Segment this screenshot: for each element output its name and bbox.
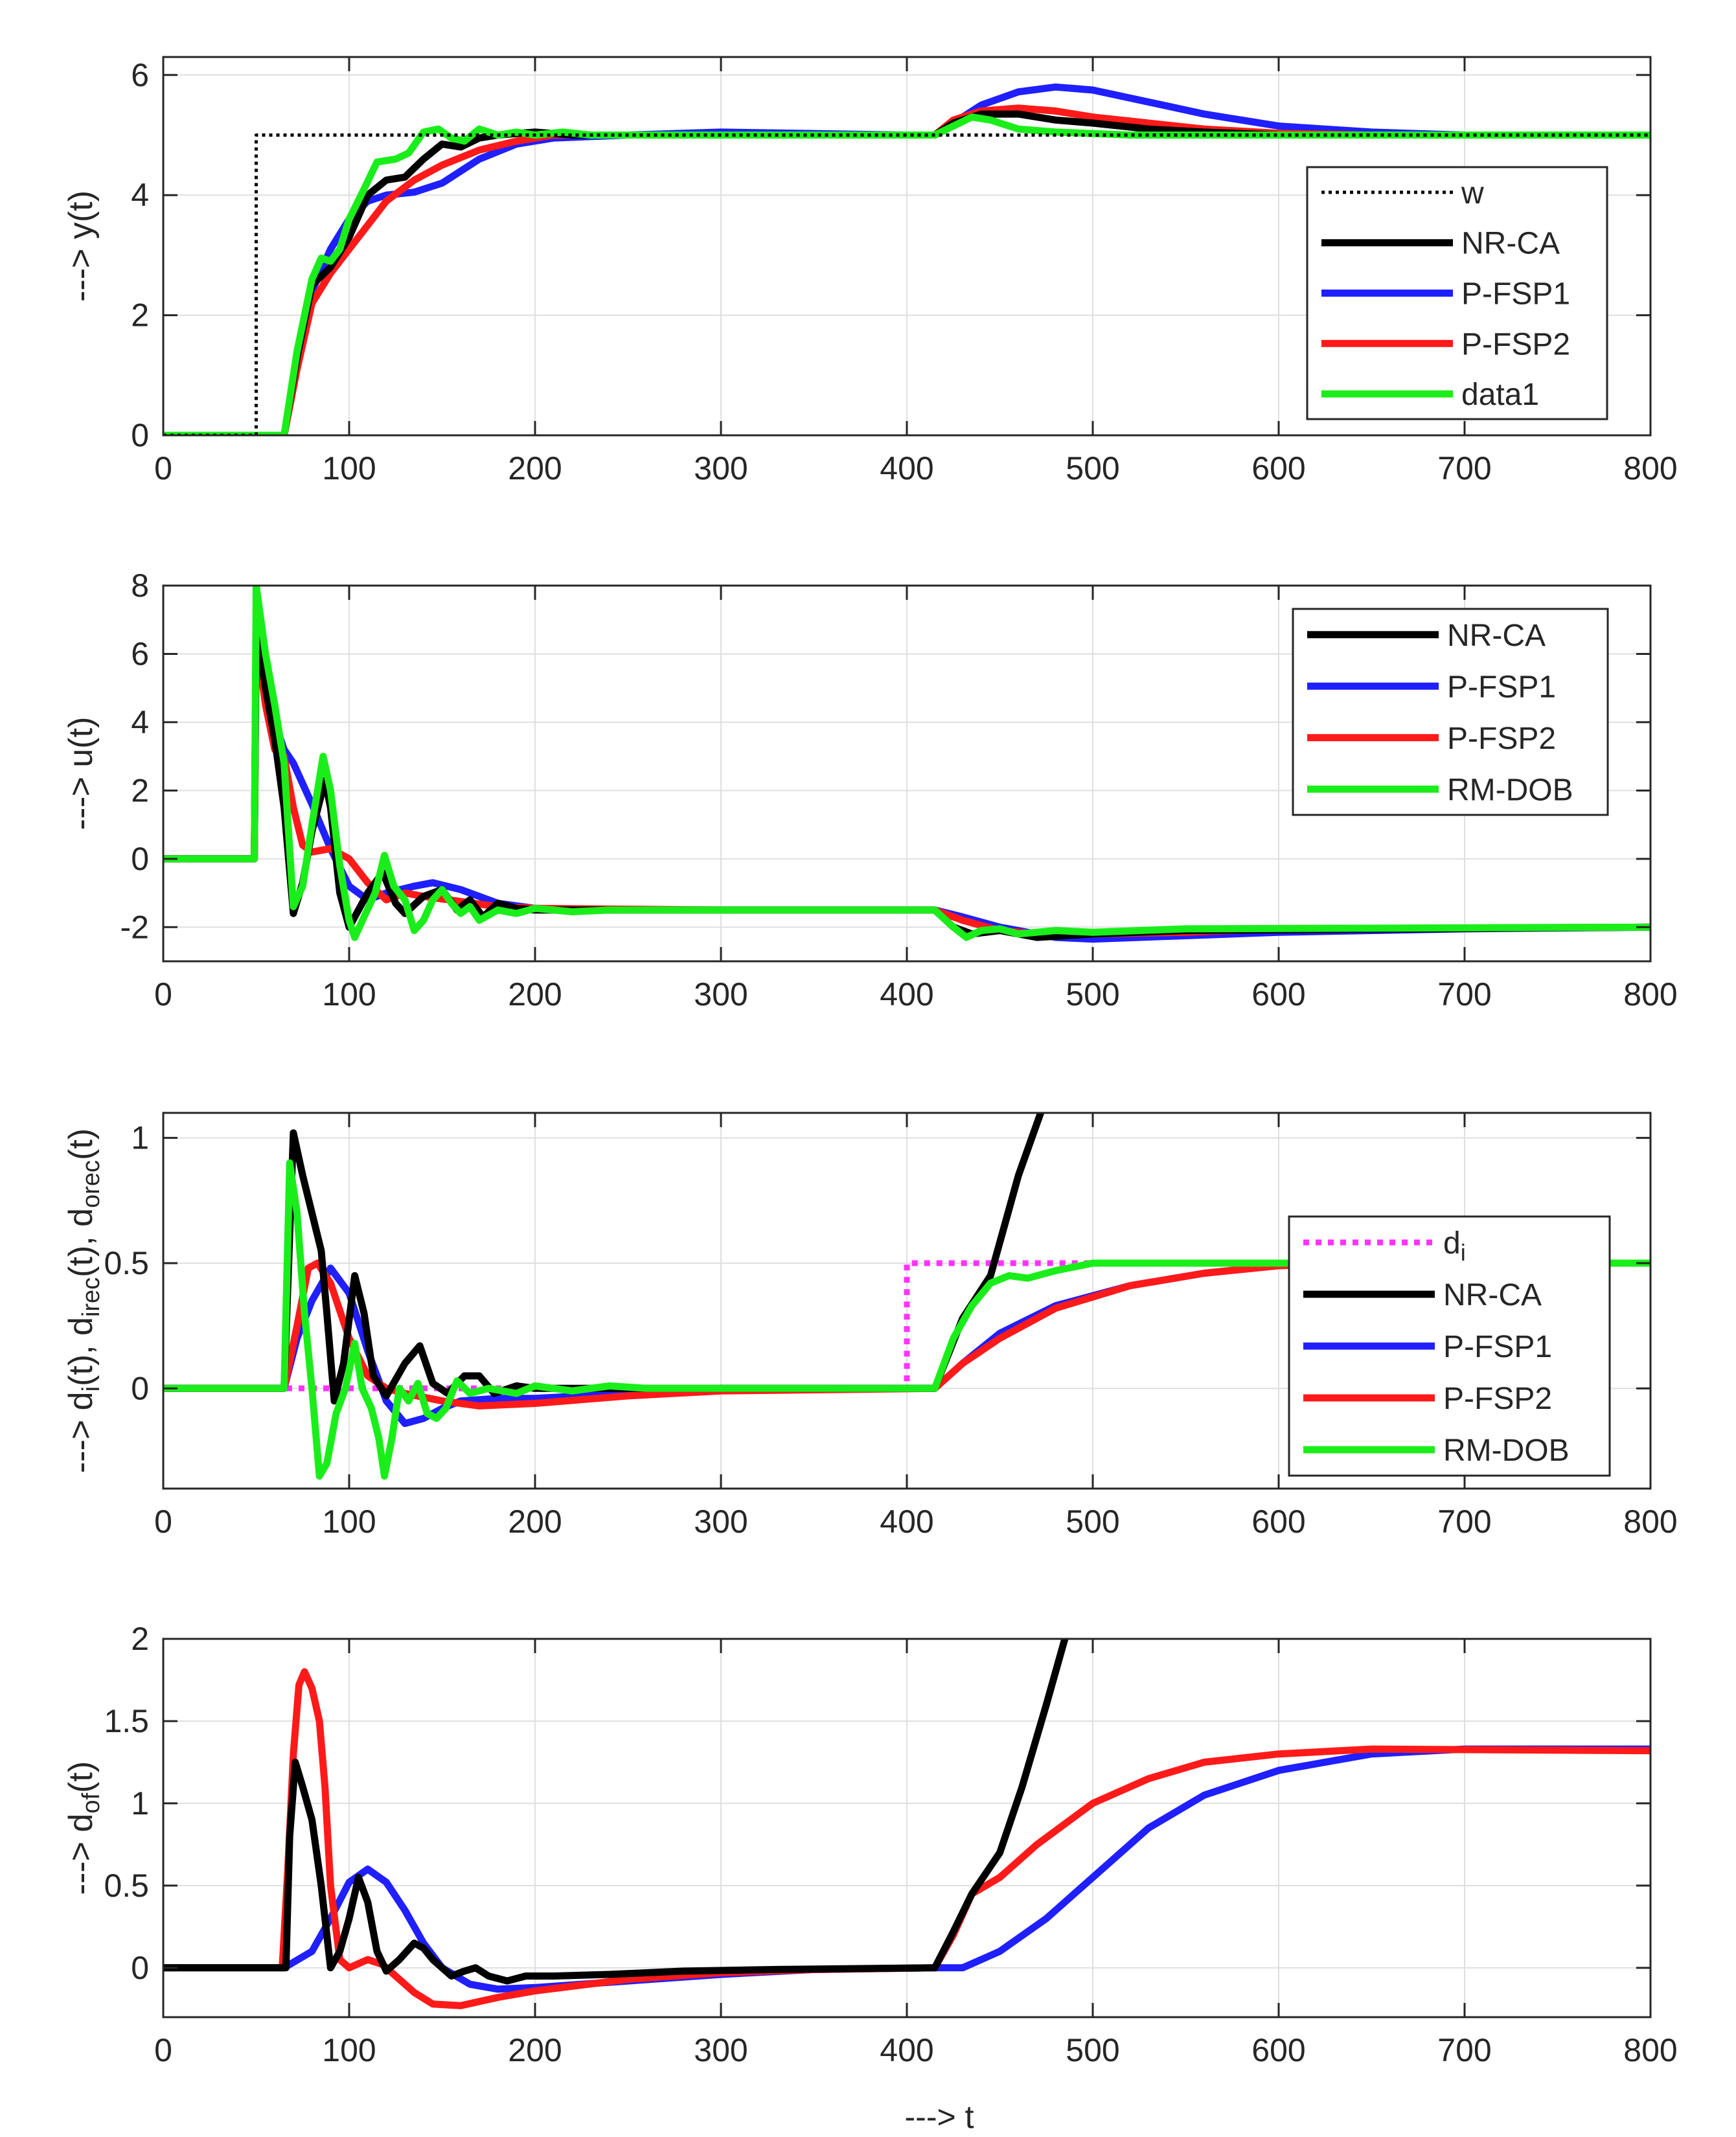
panel-disturbance-output: 0 100 200 300 400 500 600 700 800 0 0.5 1 1.5 2 ---> d… (62, 1621, 1678, 2068)
y-tick-label: -2 (120, 909, 149, 945)
panel-y-output: 0 100 200 300 400 500 600 700 800 0 2 4 6 ---> y(t) wN… (62, 56, 1678, 486)
legend-label-p-fsp2: P-FSP2 (1443, 1382, 1552, 1416)
legend-label-rm-dob: RM-DOB (1443, 1434, 1570, 1468)
y-tick-label: 2 (131, 297, 149, 334)
y-tick-label: 6 (131, 635, 149, 672)
x-tick-label: 800 (1623, 2032, 1677, 2068)
legend-box (1292, 608, 1609, 816)
y-tick-label: 4 (131, 177, 149, 213)
x-tick-label: 100 (322, 2032, 376, 2068)
series-group (163, 1639, 1650, 2009)
x-tick-label: 400 (880, 1503, 933, 1540)
series-group (163, 586, 1650, 943)
x-tick-label: 600 (1251, 2032, 1305, 2068)
x-tick-label: 700 (1437, 2032, 1491, 2068)
x-tick-label: 400 (880, 976, 933, 1012)
y-axis-label: ---> y(t) (62, 190, 100, 302)
x-tick-label: 600 (1251, 976, 1305, 1012)
legend-label-nr-ca: NR-CA (1447, 619, 1546, 653)
x-tick-label: 0 (154, 2032, 172, 2068)
x-tick-label: 800 (1623, 1503, 1677, 1540)
y-tick-label: 0 (131, 841, 149, 877)
y-tick-label: 8 (131, 567, 149, 604)
x-tick-label: 0 (154, 1503, 172, 1540)
legend-label-nr-ca: NR-CA (1443, 1278, 1542, 1312)
series-line-p-fsp2 (163, 1259, 1650, 1410)
x-tick-label: 300 (694, 450, 748, 486)
y-tick-label: 1 (131, 1785, 149, 1822)
panel-disturbance-input: 0 100 200 300 400 500 600 700 800 0 0.5 1 ---> di(t)… (62, 1112, 1678, 1540)
x-tick-label: 400 (880, 2032, 933, 2068)
x-tick-label: 100 (322, 450, 376, 486)
legend-label-di: di (1443, 1226, 1466, 1266)
legend-label-p-fsp1: P-FSP1 (1447, 670, 1556, 704)
x-tick-label: 200 (508, 2032, 562, 2068)
y-tick-label: 6 (131, 57, 149, 93)
x-tick-label: 0 (154, 976, 172, 1012)
x-tick-label: 800 (1623, 450, 1677, 486)
x-tick-label: 700 (1437, 450, 1491, 486)
series-group (163, 83, 1650, 435)
legend-label-p-fsp1: P-FSP1 (1461, 277, 1570, 312)
legend-label-rm-dob: RM-DOB (1447, 773, 1573, 807)
y-tick-label: 2 (131, 1621, 149, 1657)
series-line-p-fsp2 (163, 1668, 1650, 2009)
x-tick-label: 500 (1066, 2032, 1119, 2068)
x-tick-label: 200 (508, 1503, 562, 1540)
x-tick-label: 600 (1251, 1503, 1305, 1540)
series-line-rm-dob (163, 1159, 1650, 1480)
x-tick-label: 400 (880, 450, 933, 486)
x-tick-label: 500 (1066, 1503, 1119, 1540)
y-tick-label: 4 (131, 704, 149, 740)
legend-label-data1: data1 (1461, 378, 1539, 412)
x-tick-label: 200 (508, 450, 562, 486)
legend-label-p-fsp2: P-FSP2 (1461, 327, 1570, 361)
legend-label-p-fsp2: P-FSP2 (1447, 722, 1556, 756)
legend-label-p-fsp1: P-FSP1 (1443, 1330, 1552, 1364)
x-tick-label: 700 (1437, 976, 1491, 1012)
series-line-rm-dob (163, 586, 1650, 941)
y-tick-label: 0 (131, 1370, 149, 1406)
legend: NR-CA P-FSP1 P-FSP2 RM-DOB (1292, 608, 1609, 816)
legend-label-nr-ca: NR-CA (1461, 227, 1560, 261)
x-tick-label: 500 (1066, 976, 1119, 1012)
series-group (163, 1113, 1650, 1480)
x-tick-label: 100 (322, 976, 376, 1012)
y-tick-label: 0.5 (104, 1245, 149, 1281)
legend: w NR-CA P-FSP1 P-FSP2 data1 (1306, 166, 1608, 420)
y-tick-label: 0 (131, 417, 149, 453)
x-axis-label: ---> t (905, 2099, 974, 2135)
x-tick-label: 300 (694, 1503, 748, 1540)
y-tick-label: 1.5 (104, 1703, 149, 1739)
legend: di NR-CA P-FSP1 P-FSP2 RM-DOB (1288, 1215, 1611, 1477)
x-tick-label: 600 (1251, 450, 1305, 486)
series-line-nr-ca (163, 1639, 1069, 1985)
y-tick-label: 1 (131, 1120, 149, 1156)
x-tick-label: 700 (1437, 1503, 1491, 1540)
x-tick-label: 800 (1623, 976, 1677, 1012)
legend-label-w: w (1461, 176, 1484, 211)
series-line-data1 (163, 113, 1650, 435)
x-tick-label: 100 (322, 1503, 376, 1540)
x-tick-label: 300 (694, 2032, 748, 2068)
x-tick-label: 300 (694, 976, 748, 1012)
x-tick-label: 0 (154, 450, 172, 486)
y-tick-label: 0 (131, 1950, 149, 1986)
series-line-w (163, 133, 1650, 435)
y-tick-label: 2 (131, 772, 149, 808)
y-axis-label: ---> di(t), direc(t), dorec(t) (62, 1128, 105, 1473)
y-axis-label: ---> dof(t) (62, 1761, 105, 1895)
y-tick-label: 0.5 (104, 1868, 149, 1904)
x-tick-label: 200 (508, 976, 562, 1012)
y-axis-label: ---> u(t) (62, 717, 100, 830)
x-tick-label: 500 (1066, 450, 1119, 486)
